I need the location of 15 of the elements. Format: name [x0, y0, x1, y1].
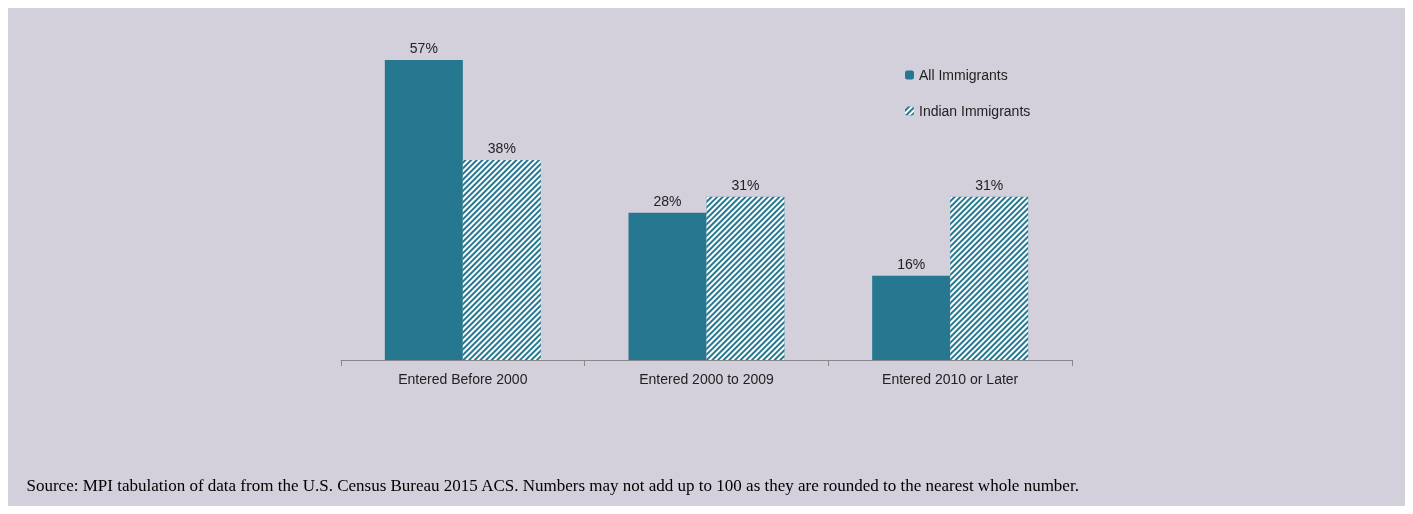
data-label: 28%: [653, 192, 682, 209]
data-label: 38%: [487, 140, 516, 156]
bar: [384, 60, 463, 360]
x-tick-label: Entered 2010 or Later: [882, 371, 1019, 387]
legend-label: All Immigrants: [919, 67, 1008, 83]
x-tick-label: Entered 2000 to 2009: [639, 371, 775, 387]
data-label: 57%: [409, 40, 438, 56]
bar: [628, 212, 707, 360]
data-label: 31%: [731, 176, 760, 193]
data-label: 31%: [975, 176, 1004, 193]
data-label: 16%: [897, 255, 926, 272]
bar: [872, 275, 951, 360]
source-note: Source: MPI tabulation of data from the U.S. Census Bureau 2015 ACS. Numbers may not add up to 100 as they are rounded to the nearest whole number.: [26, 476, 1079, 495]
x-tick-label: Entered Before 2000: [398, 371, 528, 387]
legend-label: Indian Immigrants: [919, 103, 1031, 119]
